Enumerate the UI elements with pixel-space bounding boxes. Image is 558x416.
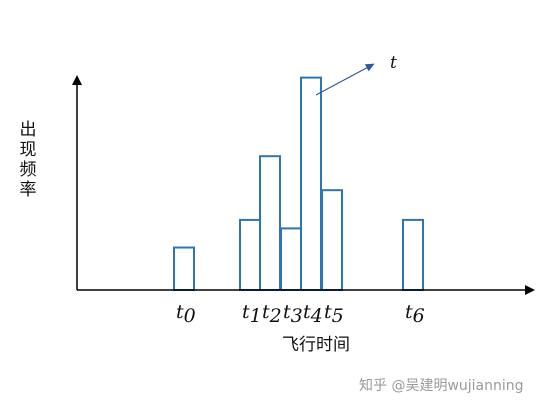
bar-t4 <box>300 76 322 291</box>
bar-t2 <box>259 155 281 291</box>
tick-label-t0: t0 <box>176 301 196 327</box>
bar-t3 <box>280 227 302 292</box>
bar-t1 <box>239 218 261 292</box>
tick-label-t5: t5 <box>324 301 344 327</box>
tick-label-t1: t1 <box>242 301 262 327</box>
bar-t0 <box>173 246 195 291</box>
watermark: 知乎 @吴建明wujianning <box>359 378 524 394</box>
bar-t5 <box>321 189 343 291</box>
tick-label-t4: t4 <box>303 301 323 327</box>
tick-label-t3: t3 <box>283 301 303 327</box>
annotation-arrow <box>315 63 375 96</box>
tick-label-t6: t6 <box>405 301 425 327</box>
y-axis-label: 出 现 频 率 <box>19 120 37 200</box>
bar-t6 <box>402 218 424 292</box>
tick-label-t2: t2 <box>262 301 282 327</box>
x-axis-label: 飞行时间 <box>282 335 350 355</box>
annotation-label: t <box>390 53 397 73</box>
